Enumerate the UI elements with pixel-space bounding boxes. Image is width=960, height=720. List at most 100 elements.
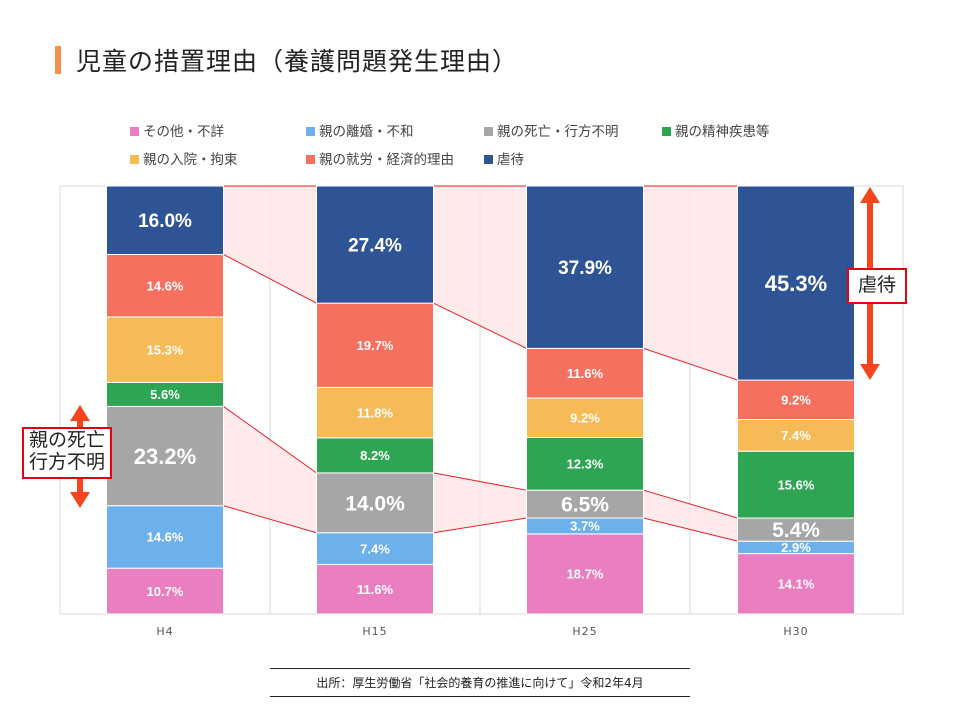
data-label: 18.7% xyxy=(567,567,604,582)
data-label: 9.2% xyxy=(570,410,600,425)
connector-shade xyxy=(433,186,527,349)
data-label: 19.7% xyxy=(357,338,394,353)
connector-line xyxy=(223,505,317,534)
bar-segment xyxy=(316,532,434,565)
data-label: 7.4% xyxy=(781,428,811,443)
legend-swatch xyxy=(484,127,493,136)
legend-label: 親の死亡・行方不明 xyxy=(497,124,619,140)
connector-line xyxy=(433,472,527,491)
data-label: 14.6% xyxy=(147,278,184,293)
bar-segment xyxy=(106,316,224,383)
bar-segment xyxy=(106,505,224,569)
data-label: 14.6% xyxy=(147,530,184,545)
bar-segment xyxy=(106,567,224,615)
legend-item: 親の死亡・行方不明 xyxy=(484,120,619,140)
data-label: 10.7% xyxy=(147,584,184,599)
connector-line xyxy=(643,347,738,381)
connector-shade xyxy=(223,186,317,304)
data-label: 45.3% xyxy=(765,271,827,296)
bar-segment xyxy=(526,436,644,491)
data-label: 11.6% xyxy=(357,582,394,597)
legend-item: 虐待 xyxy=(484,148,524,168)
bar-segment xyxy=(106,185,224,255)
legend-swatch xyxy=(484,155,493,164)
connector-shade xyxy=(223,406,317,533)
connector-line xyxy=(643,517,738,542)
legend-label: その他・不詳 xyxy=(143,124,224,140)
abuse-arrow-head-up xyxy=(860,187,880,203)
data-label: 7.4% xyxy=(360,541,390,556)
bar-segment xyxy=(737,379,855,420)
data-label: 3.7% xyxy=(570,519,600,534)
connector-line xyxy=(433,302,527,349)
data-label: 9.2% xyxy=(781,392,811,407)
data-label: 14.0% xyxy=(345,492,405,515)
data-label: 2.9% xyxy=(781,540,811,555)
data-label: 5.4% xyxy=(772,519,820,542)
death-arrow-head-down xyxy=(70,492,90,508)
data-label: 8.2% xyxy=(360,448,390,463)
legend-label: 親の離婚・不和 xyxy=(319,124,414,140)
bar-segment xyxy=(316,185,434,304)
connector-line xyxy=(643,489,738,519)
legend-item: 親の離婚・不和 xyxy=(306,120,414,140)
bar-segment xyxy=(106,253,224,318)
x-tick-label: H15 xyxy=(362,625,387,638)
data-label: 11.6% xyxy=(567,366,604,381)
bar-segment xyxy=(316,386,434,439)
data-label: 14.1% xyxy=(778,576,815,591)
bar-segment xyxy=(316,437,434,474)
legend-swatch xyxy=(306,155,315,164)
legend-label: 親の就労・経済的理由 xyxy=(319,152,454,168)
data-label: 6.5% xyxy=(561,494,609,517)
connector-line xyxy=(433,517,527,534)
death-callout-line: 親の死亡 xyxy=(28,429,105,451)
bar-segment xyxy=(737,418,855,452)
data-label: 23.2% xyxy=(134,444,196,469)
abuse-arrow-head-down xyxy=(860,364,880,380)
data-label: 37.9% xyxy=(558,258,612,279)
connector-line xyxy=(223,254,317,304)
legend-swatch xyxy=(662,127,671,136)
connector-shade xyxy=(643,490,738,542)
connector-line xyxy=(223,406,317,474)
bar-segment xyxy=(316,563,434,615)
page-title: 児童の措置理由（養護問題発生理由） xyxy=(76,47,519,76)
bar-segment xyxy=(737,185,855,381)
bar-segment xyxy=(316,472,434,534)
data-label: 11.8% xyxy=(357,405,394,420)
abuse-callout-label: 虐待 xyxy=(847,268,907,304)
connector-shade xyxy=(433,472,527,533)
data-label: 16.0% xyxy=(138,211,192,232)
data-label: 15.6% xyxy=(778,477,815,492)
legend-swatch xyxy=(130,127,139,136)
bar-segment xyxy=(316,302,434,388)
x-tick-label: H4 xyxy=(156,625,173,638)
death-callout-line: 行方不明 xyxy=(28,451,105,473)
x-tick-label: H25 xyxy=(572,625,597,638)
bar-segment xyxy=(737,553,855,615)
data-label: 15.3% xyxy=(147,342,184,357)
data-label: 12.3% xyxy=(567,457,604,472)
legend-item: 親の精神疾患等 xyxy=(662,120,770,140)
legend-swatch xyxy=(306,127,315,136)
legend-label: 親の精神疾患等 xyxy=(675,124,770,140)
legend-swatch xyxy=(130,155,139,164)
legend-label: 親の入院・拘束 xyxy=(143,152,238,168)
bar-segment xyxy=(526,185,644,349)
legend-item: 親の入院・拘束 xyxy=(130,148,238,168)
legend-item: その他・不詳 xyxy=(130,120,224,140)
death-missing-callout-label: 親の死亡 行方不明 xyxy=(22,427,112,479)
bar-segment xyxy=(106,405,224,507)
legend-item: 親の就労・経済的理由 xyxy=(306,148,454,168)
source-note: 出所：厚生労働省「社会的養育の推進に向けて」令和2年4月 xyxy=(270,668,690,697)
title-accent-bar xyxy=(55,46,61,74)
legend-label: 虐待 xyxy=(497,152,524,168)
death-arrow-head-up xyxy=(70,405,90,421)
bar-segment xyxy=(526,533,644,615)
x-tick-label: H30 xyxy=(783,625,808,638)
connector-shade xyxy=(643,186,738,381)
data-label: 27.4% xyxy=(348,235,402,256)
bar-segment xyxy=(526,397,644,438)
